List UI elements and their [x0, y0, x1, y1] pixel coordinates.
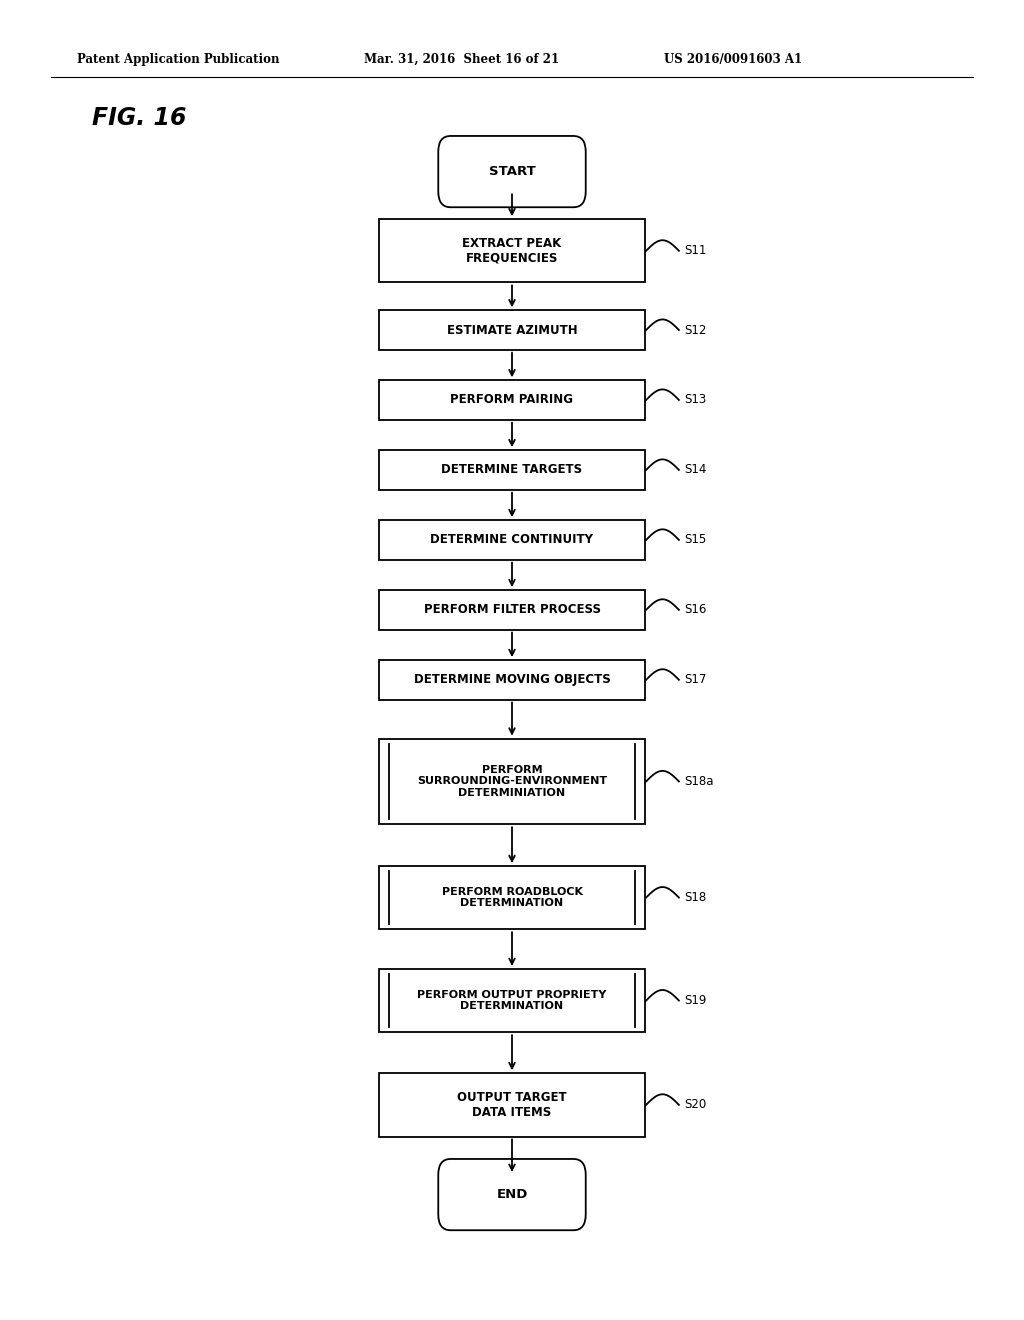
Text: S17: S17: [684, 673, 707, 686]
Bar: [379, 739, 645, 824]
Text: S18a: S18a: [684, 775, 714, 788]
Text: S14: S14: [684, 463, 707, 477]
Text: S15: S15: [684, 533, 707, 546]
Text: S19: S19: [684, 994, 707, 1007]
Text: S18: S18: [684, 891, 707, 904]
Text: ESTIMATE AZIMUTH: ESTIMATE AZIMUTH: [446, 323, 578, 337]
Text: DETERMINE CONTINUITY: DETERMINE CONTINUITY: [430, 533, 594, 546]
Text: S20: S20: [684, 1098, 707, 1111]
Text: PERFORM
SURROUNDING-ENVIRONMENT
DETERMINIATION: PERFORM SURROUNDING-ENVIRONMENT DETERMIN…: [417, 764, 607, 799]
Bar: [379, 450, 645, 490]
Text: START: START: [488, 165, 536, 178]
Text: Patent Application Publication: Patent Application Publication: [77, 53, 280, 66]
Text: PERFORM PAIRING: PERFORM PAIRING: [451, 393, 573, 407]
Text: OUTPUT TARGET
DATA ITEMS: OUTPUT TARGET DATA ITEMS: [457, 1090, 567, 1119]
Text: US 2016/0091603 A1: US 2016/0091603 A1: [664, 53, 802, 66]
Text: PERFORM ROADBLOCK
DETERMINATION: PERFORM ROADBLOCK DETERMINATION: [441, 887, 583, 908]
Bar: [379, 969, 645, 1032]
Bar: [379, 590, 645, 630]
Text: S12: S12: [684, 323, 707, 337]
Bar: [379, 310, 645, 350]
Bar: [379, 520, 645, 560]
Text: S11: S11: [684, 244, 707, 257]
Bar: [379, 380, 645, 420]
Bar: [379, 866, 645, 929]
Text: DETERMINE MOVING OBJECTS: DETERMINE MOVING OBJECTS: [414, 673, 610, 686]
Text: END: END: [497, 1188, 527, 1201]
Text: S16: S16: [684, 603, 707, 616]
Bar: [379, 219, 645, 282]
Bar: [379, 1073, 645, 1137]
Text: DETERMINE TARGETS: DETERMINE TARGETS: [441, 463, 583, 477]
Text: S13: S13: [684, 393, 707, 407]
Text: PERFORM FILTER PROCESS: PERFORM FILTER PROCESS: [424, 603, 600, 616]
Text: Mar. 31, 2016  Sheet 16 of 21: Mar. 31, 2016 Sheet 16 of 21: [364, 53, 559, 66]
FancyBboxPatch shape: [438, 1159, 586, 1230]
Text: FIG. 16: FIG. 16: [92, 106, 186, 129]
Bar: [379, 660, 645, 700]
Text: PERFORM OUTPUT PROPRIETY
DETERMINATION: PERFORM OUTPUT PROPRIETY DETERMINATION: [418, 990, 606, 1011]
FancyBboxPatch shape: [438, 136, 586, 207]
Text: EXTRACT PEAK
FREQUENCIES: EXTRACT PEAK FREQUENCIES: [463, 236, 561, 265]
